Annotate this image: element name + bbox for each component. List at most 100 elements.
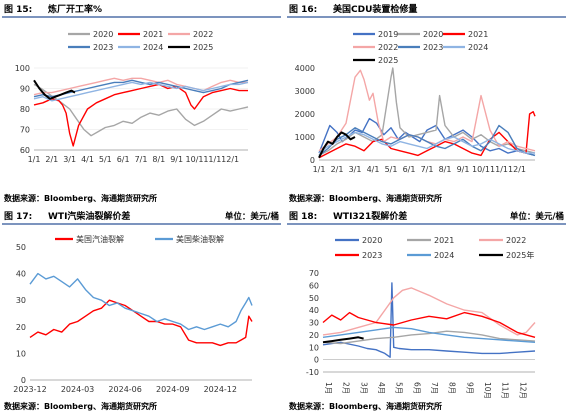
x-tick-label: 6/1 (117, 155, 130, 164)
series-line (322, 287, 536, 336)
y-tick-label: 50 (309, 294, 319, 303)
x-tick-label: 10/1 (186, 155, 204, 164)
y-tick-label: 100 (15, 64, 30, 73)
x-tick-label: 5月 (395, 382, 404, 394)
series-line (322, 330, 536, 345)
series-line (33, 81, 249, 102)
legend-entry: 2025 (378, 56, 398, 65)
y-tick-label: 40 (309, 306, 319, 315)
legend-entry: 2023 (93, 43, 113, 52)
legend-entry: 2025年 (506, 250, 534, 260)
y-tick-label: 3000 (295, 87, 315, 96)
x-tick-label: 4/1 (367, 165, 380, 174)
y-tick-label: 70 (309, 269, 319, 278)
y-tick-label: 1000 (295, 133, 315, 142)
chart-panel-c2: 图 16: 美国CDU装置检修量 0 1000 2000 3000 4000 1/1 2/1 3/… (285, 0, 570, 207)
y-tick-label: 4000 (295, 64, 315, 73)
chart-c1: 图 15: 炼厂开工率% 60 70 80 90 100 1/1 2/1 3/1 4/1 5/1 6/1… (2, 3, 281, 203)
legend-entry: 2021 (434, 236, 454, 245)
series-line (33, 83, 249, 137)
x-tick-label: 2024-06 (108, 385, 141, 394)
x-tick-label: 4/1 (81, 155, 94, 164)
legend-entry: 2020 (423, 30, 443, 39)
x-tick-label: 7/1 (421, 165, 434, 174)
x-tick-label: 5/1 (99, 155, 112, 164)
legend-entry: 2022 (378, 43, 398, 52)
series-line (318, 67, 536, 157)
chart-c3: 图 17: WTI汽柴油裂解价差 单位：美元/桶 0 10 20 30 40 50 2023-12… (2, 210, 281, 411)
legend-entry: 2023 (423, 43, 443, 52)
chart-panel-c1: 图 15: 炼厂开工率% 60 70 80 90 100 1/1 2/1 3/1 4/1 5/1 6/1… (0, 0, 285, 207)
x-tick-label: 3/1 (63, 155, 76, 164)
x-tick-label: 12月 (518, 382, 527, 399)
x-tick-label: 10月 (483, 382, 492, 399)
chart-title: 炼厂开工率% (48, 3, 102, 15)
y-tick-label: 20 (309, 331, 319, 340)
x-tick-label: 9月 (465, 382, 474, 394)
chart-source: 数据来源：Bloomberg、海通期货研究所 (4, 193, 157, 203)
x-tick-label: 1月 (324, 382, 333, 394)
x-tick-label: 6月 (412, 382, 421, 394)
legend-entry: 2025 (193, 43, 213, 52)
legend-entry: 2020 (93, 30, 113, 39)
x-tick-label: 11月 (501, 382, 510, 399)
chart-source: 数据来源：Bloomberg、海通期货研究所 (289, 401, 442, 411)
series-line (33, 77, 248, 96)
chart-title: WTI321裂解价差 (333, 210, 407, 222)
x-tick-label: 4月 (377, 382, 386, 394)
legend-entry: 2024 (434, 251, 454, 260)
x-tick-label: 9/1 (170, 155, 183, 164)
x-tick-label: 6/1 (403, 165, 416, 174)
legend-entry: 2024 (468, 43, 488, 52)
y-tick-label: 30 (16, 296, 26, 305)
x-tick-label: 2/1 (45, 155, 58, 164)
figure-number: 图 17: (4, 211, 32, 222)
legend-entry: 2024 (143, 43, 163, 52)
x-tick-label: 12/1 (221, 155, 239, 164)
y-tick-label: 80 (20, 105, 30, 114)
y-tick-label: 10 (309, 343, 319, 352)
y-tick-label: -10 (306, 368, 319, 377)
y-tick-label: 50 (16, 243, 26, 252)
x-tick-label: 2/1 (331, 165, 344, 174)
x-tick-label: 11/1 (490, 165, 508, 174)
y-tick-label: 0 (21, 376, 26, 385)
series-line (33, 79, 249, 98)
series-line (29, 299, 253, 347)
series-line (322, 311, 536, 338)
x-tick-label: 1/1 (28, 155, 41, 164)
y-tick-label: 0 (310, 156, 315, 165)
series-line (322, 336, 364, 344)
legend-entry: 2021 (468, 30, 488, 39)
series-line (33, 83, 248, 147)
legend-entry: 2020 (362, 236, 382, 245)
x-tick-label: 8月 (448, 382, 457, 394)
chart-panel-c4: 图 18: WTI321裂解价差 单位：美元/桶 -10 0 10 20 30 40 50 60 70… (285, 207, 570, 415)
x-tick-label: 2023-12 (13, 385, 46, 394)
y-tick-label: 90 (20, 85, 30, 94)
x-tick-label: 2024-09 (156, 385, 189, 394)
figure-number: 图 18: (289, 211, 317, 222)
series-line (318, 124, 536, 157)
chart-unit: 单位：美元/桶 (225, 211, 279, 222)
legend-entry: 美国汽油裂解 (76, 234, 124, 244)
y-tick-label: 2000 (295, 110, 315, 119)
y-tick-label: 60 (20, 146, 30, 155)
x-tick-label: 9/1 (457, 165, 470, 174)
y-tick-label: 10 (16, 349, 26, 358)
series-line (322, 282, 536, 358)
x-tick-label: 3/1 (349, 165, 362, 174)
x-tick-label: 7/1 (135, 155, 148, 164)
series-line (318, 131, 356, 159)
legend-entry: 2022 (506, 236, 526, 245)
x-tick-label: 12/1 (508, 165, 526, 174)
figure-number: 图 15: (4, 4, 32, 15)
y-tick-label: 40 (16, 270, 26, 279)
chart-c2: 图 16: 美国CDU装置检修量 0 1000 2000 3000 4000 1/1 2/1 3/… (287, 3, 566, 203)
legend-entry: 2022 (193, 30, 213, 39)
chart-unit: 单位：美元/桶 (510, 211, 564, 222)
chart-panel-c3: 图 17: WTI汽柴油裂解价差 单位：美元/桶 0 10 20 30 40 50 2023-12… (0, 207, 285, 415)
series-line (29, 272, 253, 331)
x-tick-label: 8/1 (152, 155, 165, 164)
